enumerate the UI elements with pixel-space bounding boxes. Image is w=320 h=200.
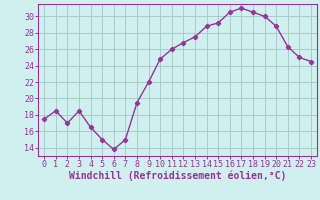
X-axis label: Windchill (Refroidissement éolien,°C): Windchill (Refroidissement éolien,°C) [69,171,286,181]
